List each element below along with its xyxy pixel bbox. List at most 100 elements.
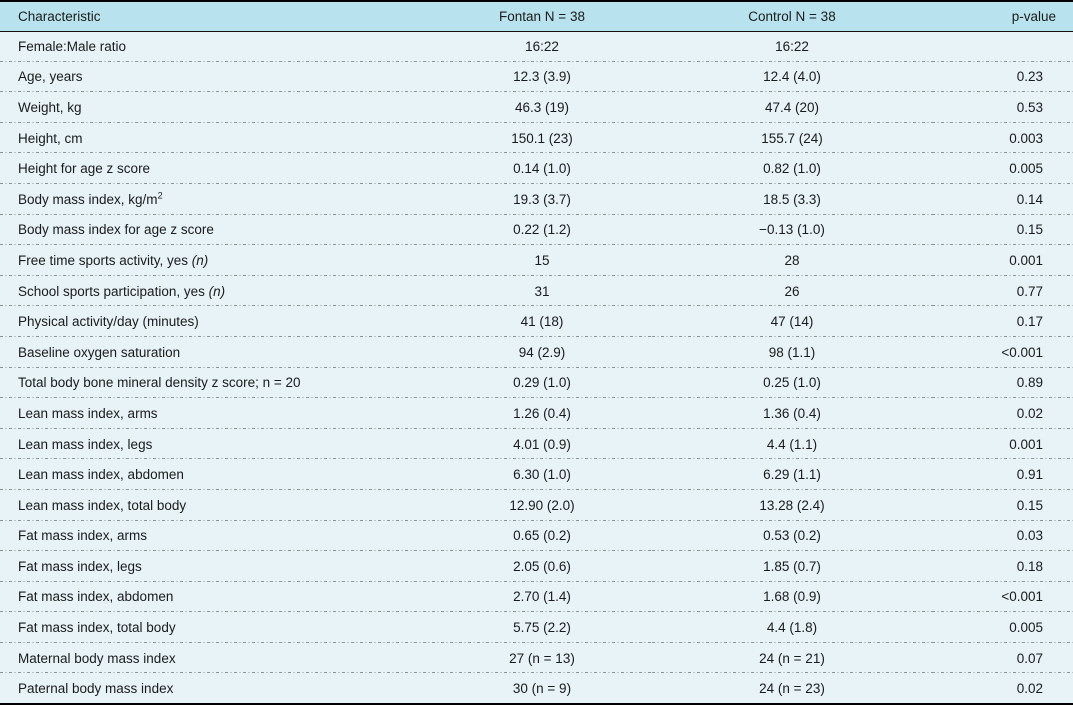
cell-fontan-value: 12.90 (2.0): [432, 489, 652, 521]
cell-control-value: 1.68 (0.9): [652, 581, 932, 613]
characteristic-label: Physical activity/day (minutes): [18, 314, 199, 330]
characteristic-italic-suffix: (n): [208, 283, 226, 299]
cell-pvalue: 0.001: [932, 245, 1073, 276]
characteristic-superscript: 2: [157, 190, 163, 201]
characteristic-label: Lean mass index, abdomen: [18, 467, 184, 483]
cell-characteristic: Lean mass index, legs: [0, 428, 432, 460]
cell-control-value: 13.28 (2.4): [652, 489, 932, 521]
cell-control-value: 12.4 (4.0): [652, 61, 932, 93]
cell-fontan-value: 12.3 (3.9): [432, 61, 652, 93]
table-body: Female:Male ratio 16:22 16:22 Age, years…: [0, 31, 1073, 703]
cell-fontan-value: 31: [432, 275, 652, 307]
column-header-fontan: Fontan N = 38: [432, 2, 652, 32]
cell-characteristic: Weight, kg: [0, 92, 432, 123]
cell-fontan-value: 41 (18): [432, 306, 652, 337]
cell-control-value: 98 (1.1): [652, 336, 932, 368]
cell-characteristic: Total body bone mineral density z score;…: [0, 367, 432, 399]
cell-characteristic: Fat mass index, abdomen: [0, 581, 432, 613]
characteristic-label: Total body bone mineral density z score;…: [18, 375, 301, 391]
cell-pvalue: 0.18: [932, 551, 1073, 582]
cell-characteristic: Free time sports activity, yes (n): [0, 245, 432, 276]
cell-control-value: 1.85 (0.7): [652, 551, 932, 582]
cell-pvalue: <0.001: [932, 336, 1073, 368]
cell-fontan-value: 19.3 (3.7): [432, 183, 652, 215]
characteristic-label: Lean mass index, arms: [18, 405, 158, 421]
table-row: Body mass index for age z score 0.22 (1.…: [0, 214, 1073, 246]
table-row: Fat mass index, arms 0.65 (0.2) 0.53 (0.…: [0, 520, 1073, 552]
table-row: Age, years 12.3 (3.9) 12.4 (4.0) 0.23: [0, 61, 1073, 93]
table-header: Characteristic Fontan N = 38 Control N =…: [0, 2, 1073, 32]
characteristic-italic-suffix: (n): [191, 252, 209, 268]
cell-characteristic: School sports participation, yes (n): [0, 275, 432, 307]
column-header-pvalue: p-value: [932, 2, 1073, 32]
cell-pvalue: 0.001: [932, 428, 1073, 460]
characteristic-label: Lean mass index, legs: [18, 436, 153, 452]
cell-characteristic: Height, cm: [0, 122, 432, 154]
characteristic-label: School sports participation, yes: [18, 283, 209, 299]
cell-fontan-value: 2.70 (1.4): [432, 581, 652, 613]
cell-control-value: 28: [652, 245, 932, 276]
cell-characteristic: Paternal body mass index: [0, 673, 432, 703]
table-row: Lean mass index, total body 12.90 (2.0) …: [0, 489, 1073, 521]
cell-pvalue: 0.15: [932, 214, 1073, 246]
cell-control-value: 16:22: [652, 31, 932, 62]
cell-control-value: 24 (n = 23): [652, 673, 932, 703]
table-row: Body mass index, kg/m2 19.3 (3.7) 18.5 (…: [0, 183, 1073, 215]
cell-fontan-value: 46.3 (19): [432, 92, 652, 123]
cell-pvalue: 0.15: [932, 489, 1073, 521]
cell-characteristic: Lean mass index, total body: [0, 489, 432, 521]
characteristic-label: Maternal body mass index: [18, 650, 176, 666]
table-row: Fat mass index, legs 2.05 (0.6) 1.85 (0.…: [0, 551, 1073, 582]
cell-characteristic: Female:Male ratio: [0, 31, 432, 62]
cell-pvalue: 0.02: [932, 398, 1073, 429]
cell-characteristic: Height for age z score: [0, 153, 432, 184]
cell-pvalue: 0.02: [932, 673, 1073, 703]
table-row: Height, cm 150.1 (23) 155.7 (24) 0.003: [0, 122, 1073, 154]
characteristic-label: Female:Male ratio: [18, 39, 127, 55]
cell-fontan-value: 30 (n = 9): [432, 673, 652, 703]
cell-pvalue: 0.07: [932, 642, 1073, 674]
cell-pvalue: 0.005: [932, 612, 1073, 643]
cell-fontan-value: 0.14 (1.0): [432, 153, 652, 184]
cell-fontan-value: 27 (n = 13): [432, 642, 652, 674]
table-row: Weight, kg 46.3 (19) 47.4 (20) 0.53: [0, 92, 1073, 123]
cell-fontan-value: 0.65 (0.2): [432, 520, 652, 552]
cell-pvalue: 0.53: [932, 92, 1073, 123]
cell-pvalue: 0.17: [932, 306, 1073, 337]
characteristic-label: Paternal body mass index: [18, 681, 174, 697]
column-header-control: Control N = 38: [652, 2, 932, 32]
cell-fontan-value: 5.75 (2.2): [432, 612, 652, 643]
cell-fontan-value: 2.05 (0.6): [432, 551, 652, 582]
cell-fontan-value: 1.26 (0.4): [432, 398, 652, 429]
cell-control-value: 4.4 (1.8): [652, 612, 932, 643]
cell-control-value: 47.4 (20): [652, 92, 932, 123]
cell-fontan-value: 150.1 (23): [432, 122, 652, 154]
header-row: Characteristic Fontan N = 38 Control N =…: [0, 2, 1073, 32]
cell-characteristic: Age, years: [0, 61, 432, 93]
characteristic-label: Body mass index for age z score: [18, 222, 214, 238]
cell-characteristic: Fat mass index, total body: [0, 612, 432, 643]
characteristic-label: Free time sports activity, yes: [18, 252, 192, 268]
cell-control-value: 0.25 (1.0): [652, 367, 932, 399]
cell-characteristic: Maternal body mass index: [0, 642, 432, 674]
table-row: Lean mass index, abdomen 6.30 (1.0) 6.29…: [0, 459, 1073, 490]
table-row: Fat mass index, abdomen 2.70 (1.4) 1.68 …: [0, 581, 1073, 613]
cell-characteristic: Body mass index, kg/m2: [0, 183, 432, 215]
cell-fontan-value: 6.30 (1.0): [432, 459, 652, 490]
table-row: Total body bone mineral density z score;…: [0, 367, 1073, 399]
table-row: Fat mass index, total body 5.75 (2.2) 4.…: [0, 612, 1073, 643]
cell-control-value: 26: [652, 275, 932, 307]
cell-control-value: 18.5 (3.3): [652, 183, 932, 215]
table-row: Free time sports activity, yes (n) 15 28…: [0, 245, 1073, 276]
characteristic-label: Body mass index, kg/m: [18, 191, 158, 207]
cell-pvalue: 0.14: [932, 183, 1073, 215]
table-row: Paternal body mass index 30 (n = 9) 24 (…: [0, 673, 1073, 703]
cell-control-value: 1.36 (0.4): [652, 398, 932, 429]
cell-pvalue: 0.03: [932, 520, 1073, 552]
cell-characteristic: Body mass index for age z score: [0, 214, 432, 246]
characteristic-label: Baseline oxygen saturation: [18, 344, 181, 360]
cell-pvalue: [932, 31, 1073, 62]
cell-pvalue: 0.003: [932, 122, 1073, 154]
cell-fontan-value: 94 (2.9): [432, 336, 652, 368]
